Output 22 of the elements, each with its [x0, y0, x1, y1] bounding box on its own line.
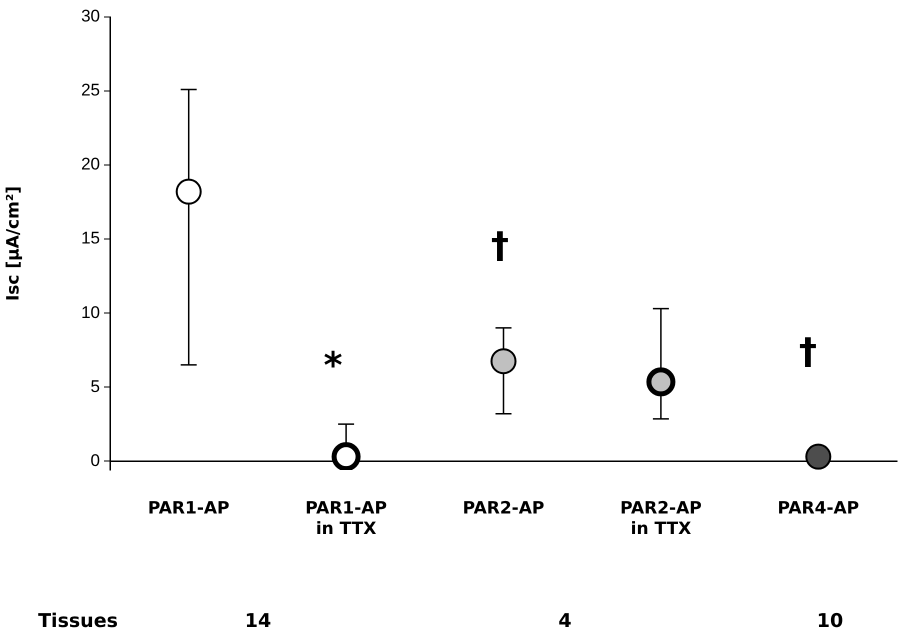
annotation: † [491, 225, 509, 266]
y-tick-label: 20 [81, 154, 100, 174]
x-tick-label: PAR1-AP in TTX [305, 498, 387, 540]
y-tick-label: 30 [81, 6, 100, 26]
text: 14 [244, 610, 272, 632]
y-tick-label: 25 [81, 80, 100, 100]
x-tick-label: PAR4-AP [777, 498, 860, 519]
y-axis-title: Isc [µA/cm²] [4, 186, 24, 302]
y-tick-label: 15 [81, 228, 100, 248]
x-tick-label: PAR1-AP [148, 498, 230, 519]
x-tick-label: PAR2-AP [462, 498, 544, 519]
y-tick-label: 5 [90, 376, 100, 396]
annotation: † [799, 331, 817, 372]
annotation: * [324, 345, 343, 386]
point [490, 348, 516, 374]
y-tick-label: 10 [81, 302, 100, 322]
point [805, 444, 832, 470]
y-tick-label: 0 [90, 450, 100, 470]
text: 4 [558, 610, 572, 632]
text: Tissues [38, 610, 118, 632]
text: 10 [816, 610, 844, 632]
x-tick-label: PAR2-AP in TTX [620, 498, 702, 540]
